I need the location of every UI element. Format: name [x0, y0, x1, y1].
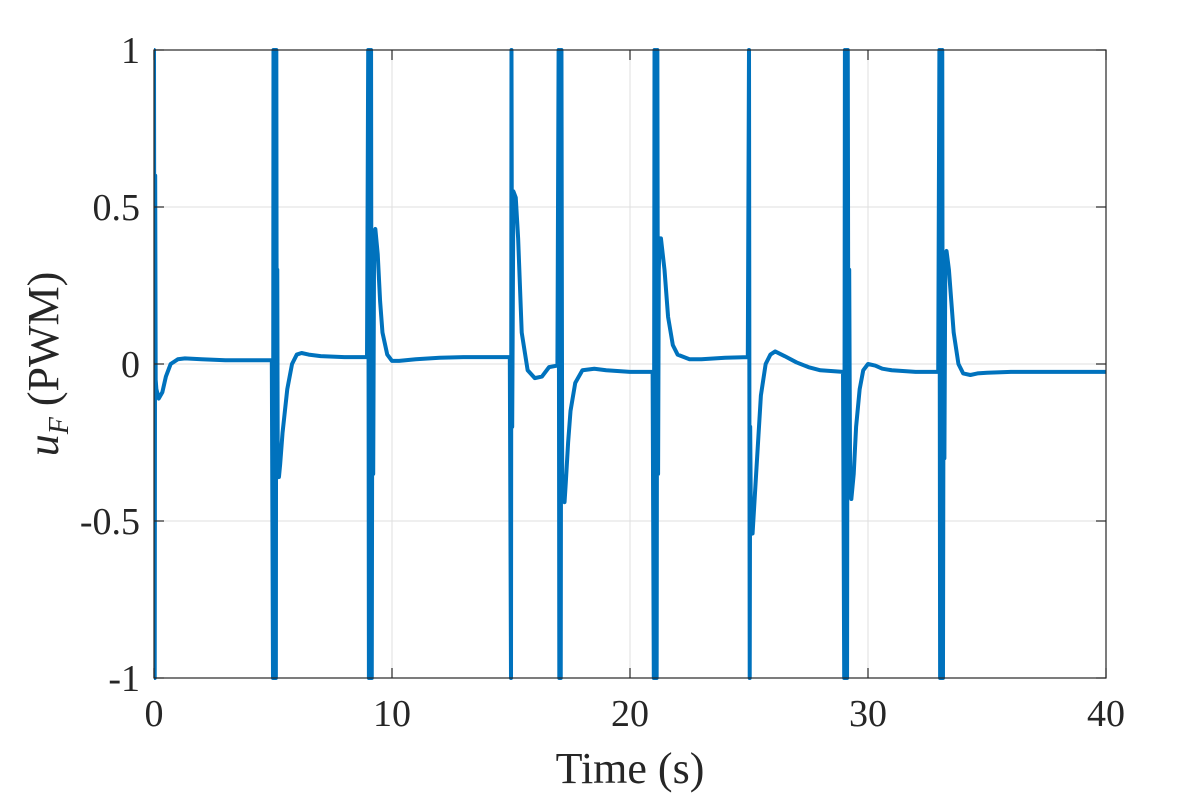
y-axis-label-unit: (PWM) [19, 272, 68, 417]
y-tick-label: -0.5 [80, 501, 140, 543]
y-axis-label-symbol: u [19, 434, 68, 456]
x-axis-label: Time (s) [556, 744, 705, 793]
x-tick-label: 40 [1087, 693, 1125, 735]
series-line [154, 48, 1106, 680]
y-tick-label: -1 [108, 658, 140, 700]
y-axis-label: uF (PWM) [19, 272, 75, 457]
y-axis-label-subscript: F [44, 416, 75, 435]
data-layer [154, 48, 1106, 680]
y-tick-label: 0 [121, 344, 140, 386]
x-tick-label: 20 [611, 693, 649, 735]
y-tick-label: 1 [121, 30, 140, 72]
tick-layer: 0 10 20 30 40 -1 -0.5 0 0.5 1 [80, 30, 1125, 735]
y-tick-label: 0.5 [93, 187, 141, 229]
x-tick-label: 10 [373, 693, 411, 735]
x-tick-label: 0 [145, 693, 164, 735]
x-tick-label: 30 [849, 693, 887, 735]
